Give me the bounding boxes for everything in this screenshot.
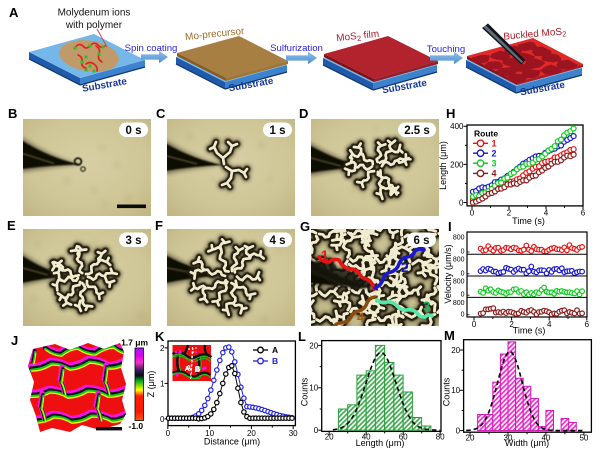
svg-text:Molydenum ions: Molydenum ions: [58, 8, 131, 19]
svg-text:20: 20: [247, 429, 256, 438]
svg-text:20: 20: [309, 341, 318, 350]
svg-text:0: 0: [461, 249, 465, 256]
svg-text:4 s: 4 s: [270, 235, 286, 247]
svg-text:D: D: [299, 106, 308, 121]
svg-text:2: 2: [401, 260, 409, 275]
svg-text:0: 0: [461, 311, 465, 318]
svg-text:Width (μm): Width (μm): [505, 438, 549, 448]
svg-text:0: 0: [470, 209, 475, 218]
svg-text:Velocity (μm/s): Velocity (μm/s): [443, 244, 453, 303]
svg-text:10: 10: [309, 384, 318, 393]
svg-text:A: A: [185, 364, 191, 373]
svg-text:30: 30: [504, 433, 513, 442]
svg-text:A: A: [9, 5, 19, 20]
svg-text:800: 800: [453, 279, 465, 286]
svg-text:1.7 μm: 1.7 μm: [121, 338, 148, 348]
svg-text:1: 1: [160, 379, 165, 388]
svg-text:0: 0: [166, 429, 171, 438]
svg-text:F: F: [155, 218, 163, 233]
svg-text:Spin coating: Spin coating: [125, 43, 178, 54]
svg-text:2: 2: [509, 320, 514, 329]
svg-text:40: 40: [541, 433, 550, 442]
svg-text:Touching: Touching: [427, 44, 465, 55]
svg-text:0: 0: [314, 426, 319, 435]
svg-text:6: 6: [581, 209, 586, 218]
svg-text:0: 0: [160, 415, 165, 424]
svg-text:Time (s): Time (s): [512, 216, 545, 226]
svg-text:0 s: 0 s: [126, 125, 142, 137]
svg-text:Time (s): Time (s): [513, 326, 546, 336]
svg-text:Route: Route: [474, 129, 498, 139]
svg-text:0: 0: [461, 292, 465, 299]
svg-text:4: 4: [547, 320, 552, 329]
svg-text:J: J: [11, 333, 18, 348]
svg-text:40: 40: [362, 433, 371, 442]
svg-text:2.5 s: 2.5 s: [404, 125, 430, 137]
svg-text:6: 6: [585, 320, 590, 329]
svg-text:E: E: [7, 218, 16, 233]
svg-text:Length (μm): Length (μm): [438, 141, 448, 190]
svg-text:800: 800: [453, 257, 465, 264]
svg-text:H: H: [446, 106, 455, 121]
svg-text:C: C: [156, 106, 166, 121]
svg-text:6 s: 6 s: [414, 235, 430, 247]
svg-text:with polymer: with polymer: [65, 20, 123, 31]
svg-text:0: 0: [459, 198, 464, 207]
svg-text:Z (μm): Z (μm): [146, 371, 156, 398]
svg-text:1: 1: [321, 248, 329, 263]
svg-text:30: 30: [289, 429, 298, 438]
svg-text:3 s: 3 s: [126, 235, 142, 247]
svg-text:200: 200: [450, 160, 464, 169]
svg-text:0: 0: [472, 320, 477, 329]
svg-text:2: 2: [160, 344, 165, 353]
svg-text:2: 2: [507, 209, 512, 218]
svg-text:B: B: [272, 356, 278, 366]
svg-text:10: 10: [451, 386, 460, 395]
svg-text:A: A: [186, 363, 192, 372]
svg-text:Sulfurization: Sulfurization: [270, 43, 323, 54]
svg-text:1: 1: [492, 139, 497, 149]
svg-text:K: K: [155, 329, 165, 344]
svg-text:3: 3: [423, 299, 431, 314]
svg-text:I: I: [448, 219, 452, 234]
svg-text:10: 10: [205, 429, 214, 438]
svg-text:80: 80: [436, 433, 445, 442]
svg-text:20: 20: [466, 433, 475, 442]
svg-text:Length (μm): Length (μm): [356, 438, 405, 448]
svg-text:Distance (μm): Distance (μm): [204, 437, 260, 447]
svg-text:800: 800: [453, 300, 465, 307]
svg-text:2: 2: [492, 148, 497, 158]
svg-text:B: B: [8, 106, 17, 121]
svg-text:800: 800: [453, 235, 465, 242]
svg-text:Counts: Counts: [442, 377, 452, 406]
svg-text:0: 0: [461, 270, 465, 277]
svg-text:400: 400: [450, 122, 464, 131]
svg-text:-1.0: -1.0: [129, 421, 144, 431]
svg-text:50: 50: [579, 433, 588, 442]
svg-text:0: 0: [456, 427, 461, 436]
svg-text:4: 4: [357, 310, 365, 325]
svg-text:4: 4: [492, 169, 497, 179]
svg-text:20: 20: [451, 346, 460, 355]
svg-text:B: B: [195, 364, 201, 373]
svg-text:A: A: [272, 345, 278, 355]
svg-text:M: M: [444, 328, 455, 343]
svg-text:L: L: [298, 329, 306, 344]
svg-text:1 s: 1 s: [270, 125, 286, 137]
svg-text:3: 3: [492, 158, 497, 168]
svg-text:4: 4: [544, 209, 549, 218]
svg-text:60: 60: [399, 433, 408, 442]
svg-text:G: G: [300, 219, 310, 234]
svg-text:Counts: Counts: [300, 377, 310, 406]
svg-text:B: B: [195, 365, 201, 374]
svg-text:20: 20: [325, 433, 334, 442]
